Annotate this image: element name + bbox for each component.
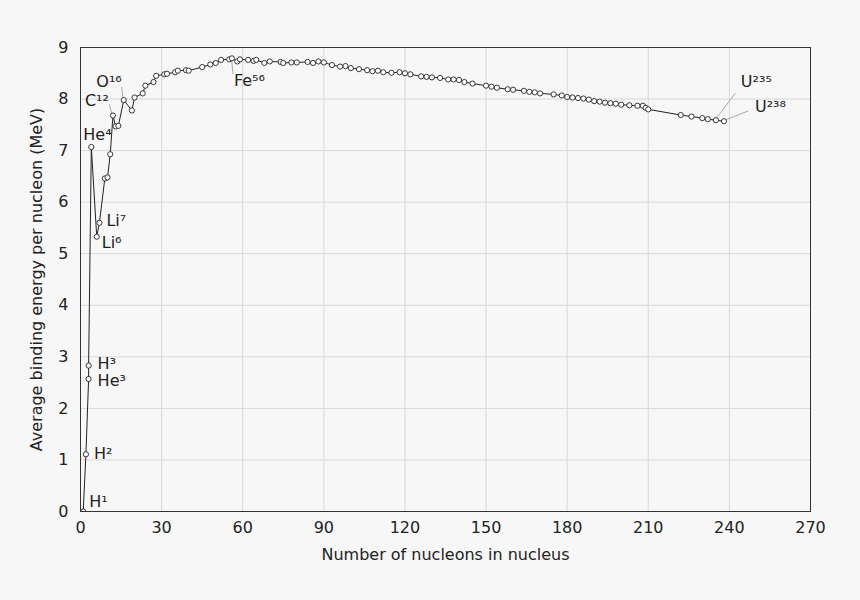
svg-text:U²³⁸: U²³⁸ bbox=[755, 97, 786, 116]
svg-text:1: 1 bbox=[58, 450, 68, 469]
svg-text:0: 0 bbox=[58, 502, 68, 521]
svg-text:O¹⁶: O¹⁶ bbox=[96, 72, 121, 91]
svg-text:150: 150 bbox=[471, 518, 502, 537]
svg-text:Li⁷: Li⁷ bbox=[106, 211, 126, 230]
svg-text:210: 210 bbox=[633, 518, 664, 537]
svg-text:4: 4 bbox=[58, 295, 68, 314]
svg-text:Li⁶: Li⁶ bbox=[102, 233, 122, 252]
svg-text:Fe⁵⁶: Fe⁵⁶ bbox=[234, 71, 265, 90]
svg-text:9: 9 bbox=[58, 38, 68, 57]
svg-text:2: 2 bbox=[58, 399, 68, 418]
svg-text:90: 90 bbox=[314, 518, 334, 537]
svg-text:U²³⁵: U²³⁵ bbox=[741, 72, 772, 91]
svg-text:0: 0 bbox=[75, 518, 85, 537]
svg-text:120: 120 bbox=[390, 518, 421, 537]
svg-text:He⁴: He⁴ bbox=[83, 125, 111, 144]
svg-text:270: 270 bbox=[795, 518, 826, 537]
svg-text:He³: He³ bbox=[98, 371, 126, 390]
svg-text:Number of nucleons in nucleus: Number of nucleons in nucleus bbox=[321, 545, 569, 564]
svg-text:Average binding energy per nuc: Average binding energy per nucleon (MeV) bbox=[27, 108, 46, 451]
svg-text:H³: H³ bbox=[98, 354, 116, 373]
svg-text:240: 240 bbox=[714, 518, 745, 537]
svg-text:C¹²: C¹² bbox=[85, 91, 109, 110]
svg-text:H²: H² bbox=[94, 444, 112, 463]
svg-text:H¹: H¹ bbox=[89, 492, 107, 511]
svg-text:7: 7 bbox=[58, 141, 68, 160]
svg-text:5: 5 bbox=[58, 244, 68, 263]
svg-text:6: 6 bbox=[58, 192, 68, 211]
svg-text:180: 180 bbox=[552, 518, 583, 537]
svg-text:60: 60 bbox=[233, 518, 253, 537]
svg-text:30: 30 bbox=[151, 518, 171, 537]
svg-text:3: 3 bbox=[58, 347, 68, 366]
svg-text:8: 8 bbox=[58, 89, 68, 108]
